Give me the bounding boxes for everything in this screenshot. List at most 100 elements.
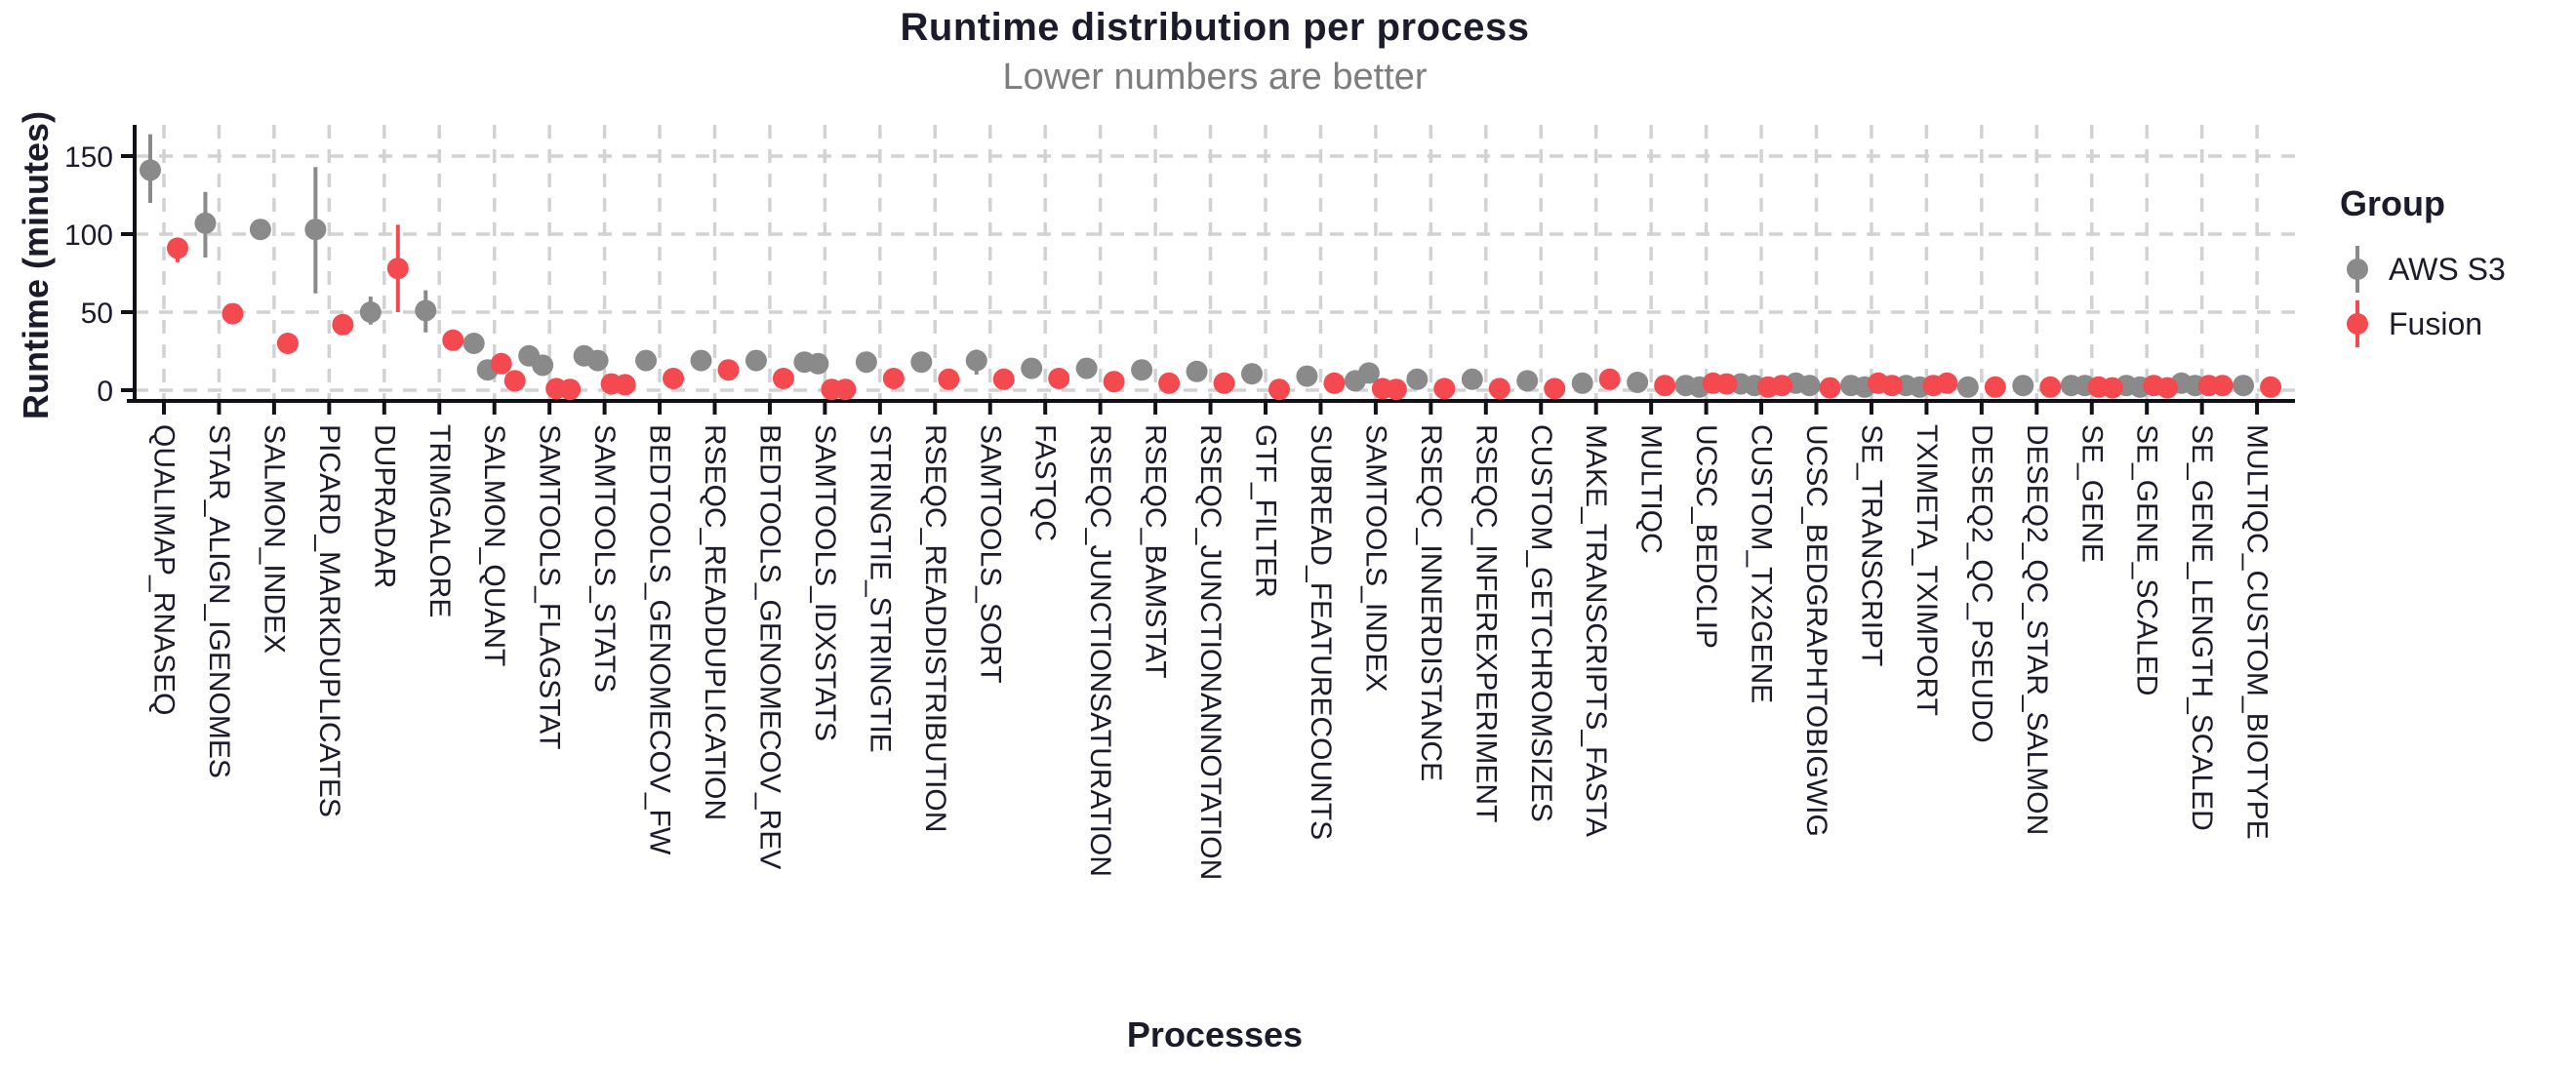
data-point: [1048, 368, 1070, 389]
data-point: [532, 354, 554, 377]
x-category-label: GTF_FILTER: [1250, 424, 1282, 598]
legend-item-aws-s3: AWS S3: [2340, 242, 2574, 297]
data-point: [690, 349, 712, 372]
data-point: [1296, 365, 1318, 387]
data-point: [490, 352, 512, 375]
data-point: [1936, 372, 1958, 394]
x-category-label: TXIMETA_TXIMPORT: [1911, 424, 1943, 716]
x-category-label: RSEQC_READDISTRIBUTION: [919, 424, 951, 832]
pointrange-icon: [2347, 246, 2368, 293]
data-point: [1598, 368, 1621, 390]
data-point: [463, 333, 485, 354]
data-point: [276, 333, 299, 354]
x-category-label: FASTQC: [1029, 424, 1062, 541]
x-category-label: SE_GENE_LENGTH_SCALED: [2186, 424, 2218, 831]
x-category-label: SE_GENE: [2075, 424, 2108, 563]
data-point: [586, 349, 609, 372]
data-point: [1131, 359, 1153, 381]
data-point: [415, 299, 437, 322]
x-axis-title: Processes: [1126, 1014, 1304, 1054]
data-point: [559, 378, 582, 401]
data-point: [1627, 372, 1649, 393]
legend: Group AWS S3 Fusion: [2340, 183, 2574, 351]
data-point: [1186, 360, 1208, 382]
x-category-label: RSEQC_READDUPLICATION: [699, 424, 731, 820]
x-category-label: TRIMGALORE: [423, 424, 456, 617]
data-point: [1323, 372, 1346, 394]
data-point: [2260, 376, 2282, 398]
chart-subtitle: Lower numbers are better: [1002, 57, 1428, 98]
data-point: [882, 368, 905, 389]
x-category-label: RSEQC_INFEREXPERIMENT: [1469, 424, 1502, 822]
data-point: [938, 368, 960, 390]
data-point: [1516, 370, 1539, 392]
x-category-label: SAMTOOLS_FLAGSTAT: [534, 424, 566, 749]
x-category-label: RSEQC_JUNCTIONANNOTATION: [1194, 424, 1227, 880]
data-point: [2156, 377, 2179, 399]
data-point: [635, 349, 658, 372]
data-point: [1819, 377, 1841, 399]
chart-title: Runtime distribution per process: [900, 6, 1530, 49]
x-category-label: RSEQC_BAMSTAT: [1140, 424, 1172, 679]
data-point: [1715, 373, 1738, 395]
x-category-label: QUALIMAP_RNASEQ: [148, 424, 181, 715]
data-point: [717, 359, 740, 381]
data-point: [1488, 378, 1510, 400]
x-category-label: SAMTOOLS_IDXSTATS: [809, 424, 841, 741]
data-point: [503, 370, 526, 392]
data-point: [1461, 368, 1483, 390]
data-point: [442, 329, 464, 351]
data-point: [1241, 363, 1263, 385]
x-category-label: SE_GENE_SCALED: [2131, 424, 2163, 695]
data-point: [1984, 376, 2006, 398]
x-category-label: UCSC_BEDGRAPHTOBIGWIG: [1800, 424, 1832, 837]
legend-item-fusion: Fusion: [2340, 297, 2574, 351]
data-point: [1798, 375, 1821, 397]
data-point: [194, 212, 217, 234]
data-point: [1956, 376, 1979, 398]
y-tick-label: 150: [64, 141, 113, 174]
x-category-label: DUPRADAR: [368, 424, 400, 588]
y-tick-label: 100: [64, 219, 113, 252]
data-point: [140, 159, 161, 181]
x-category-label: DESEQ2_QC_PSEUDO: [1965, 424, 1997, 743]
x-category-label: DESEQ2_QC_STAR_SALMON: [2021, 424, 2053, 835]
data-point: [965, 349, 987, 372]
data-point: [663, 368, 685, 389]
x-category-label: STAR_ALIGN_IGENOMES: [203, 424, 235, 778]
x-category-label: SUBREAD_FEATURECOUNTS: [1305, 424, 1337, 840]
x-category-label: SAMTOOLS_INDEX: [1359, 424, 1391, 693]
data-point: [855, 351, 877, 374]
data-point: [304, 219, 327, 241]
data-point: [807, 352, 829, 375]
data-point: [1654, 375, 1676, 397]
x-category-label: SAMTOOLS_SORT: [974, 424, 1006, 684]
data-point: [1406, 368, 1429, 390]
x-category-label: STRINGTIE_STRINGTIE: [864, 424, 896, 753]
data-point: [1075, 357, 1098, 379]
data-point: [745, 349, 767, 372]
data-point: [249, 219, 271, 241]
data-point: [992, 368, 1015, 390]
data-point: [1880, 375, 1903, 397]
pointrange-icon: [2347, 300, 2368, 347]
x-category-label: CUSTOM_TX2GENE: [1746, 424, 1778, 703]
x-category-label: MULTIQC_CUSTOM_BIOTYPE: [2241, 424, 2274, 840]
data-point: [386, 258, 409, 280]
legend-label: AWS S3: [2389, 251, 2506, 287]
x-category-label: SAMTOOLS_STATS: [588, 424, 621, 693]
data-point: [834, 378, 857, 401]
data-point: [1213, 372, 1235, 394]
x-category-label: MULTIQC: [1635, 424, 1668, 554]
x-category-label: CUSTOM_GETCHROMSIZES: [1525, 424, 1557, 822]
x-category-label: BEDTOOLS_GENOMECOV_REV: [753, 424, 785, 869]
x-category-label: PICARD_MARKDUPLICATES: [313, 424, 345, 817]
data-point: [1544, 378, 1566, 400]
data-point: [1158, 372, 1181, 394]
x-category-label: MAKE_TRANSCRIPTS_FASTA: [1580, 424, 1612, 837]
x-category-label: SALMON_QUANT: [478, 424, 510, 666]
data-point: [1103, 371, 1125, 393]
legend-label: Fusion: [2389, 305, 2483, 341]
data-point: [1571, 372, 1593, 394]
